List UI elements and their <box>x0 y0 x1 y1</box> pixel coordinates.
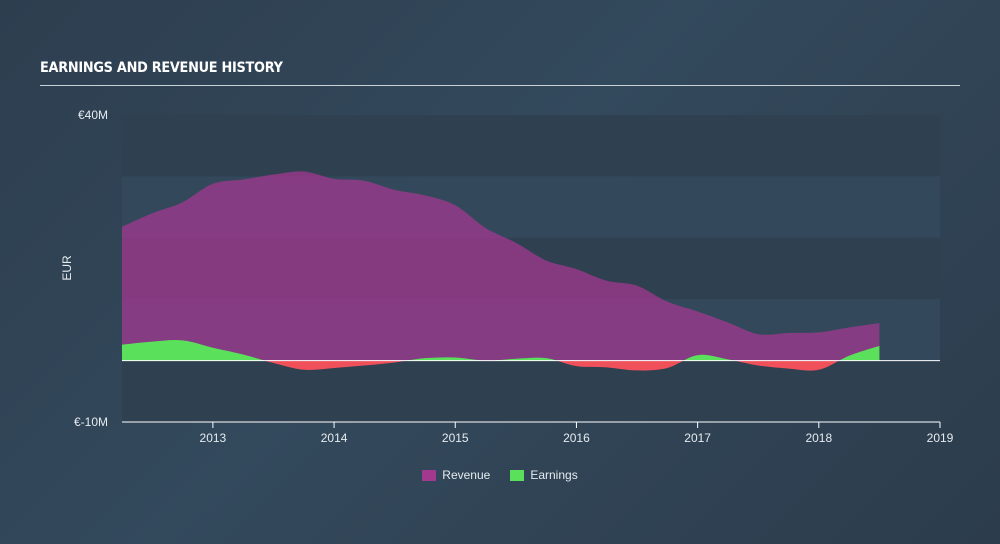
grid-band-4 <box>122 360 940 422</box>
earnings-swatch <box>510 469 525 481</box>
legend-label-earnings: Earnings <box>530 468 578 482</box>
tick-labels: 2013 2014 2015 2016 2017 2018 2019 €40M €-10M <box>74 108 954 445</box>
y-tick-label--10: €-10M <box>74 415 108 429</box>
title-divider <box>40 85 960 86</box>
chart-legend: Revenue Earnings <box>0 468 1000 482</box>
legend-label-revenue: Revenue <box>442 468 491 482</box>
revenue-area <box>122 171 880 361</box>
legend-item-revenue[interactable]: Revenue <box>422 468 490 482</box>
y-tick-label-40: €40M <box>78 108 108 122</box>
x-tick-label-2014: 2014 <box>321 431 348 445</box>
earnings-area-positive <box>122 339 880 361</box>
x-tick-label-2018: 2018 <box>805 431 832 445</box>
grid-band-0 <box>122 115 940 177</box>
x-tick-label-2013: 2013 <box>200 431 227 445</box>
earnings-area-negative <box>264 360 840 371</box>
x-tick-label-2016: 2016 <box>563 431 590 445</box>
x-tick-label-2015: 2015 <box>442 431 469 445</box>
x-tick-label-2019: 2019 <box>927 431 954 445</box>
revenue-swatch <box>422 469 437 481</box>
legend-item-earnings[interactable]: Earnings <box>510 468 578 482</box>
x-tick-label-2017: 2017 <box>684 431 711 445</box>
axes <box>122 360 941 428</box>
y-axis-label: EUR <box>60 255 74 281</box>
chart-title: EARNINGS AND REVENUE HISTORY <box>40 60 283 76</box>
series-areas <box>122 171 880 371</box>
